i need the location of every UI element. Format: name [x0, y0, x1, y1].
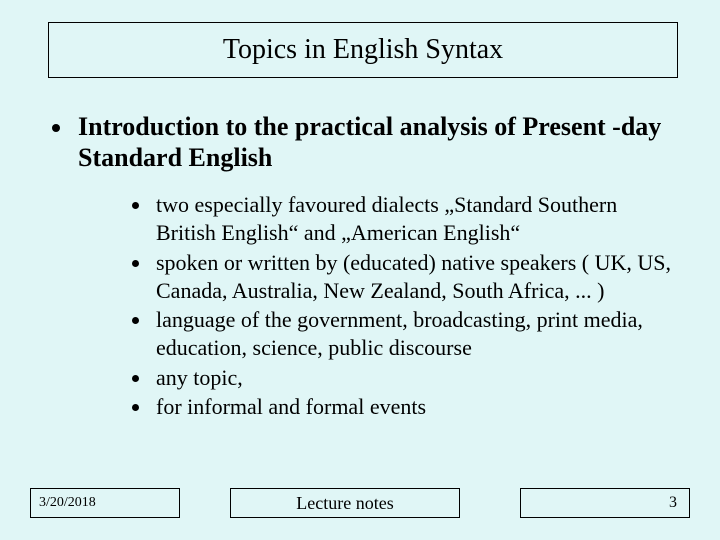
footer-page: 3 — [669, 494, 677, 512]
footer-date-box: 3/20/2018 — [30, 488, 180, 518]
footer-center-box: Lecture notes — [230, 488, 460, 518]
sub-bullet: any topic, — [152, 364, 678, 392]
sub-bullet: spoken or written by (educated) native s… — [152, 249, 678, 304]
sub-bullet: two especially favoured dialects „Standa… — [152, 191, 678, 246]
footer-center: Lecture notes — [296, 493, 393, 514]
title-container: Topics in English Syntax — [48, 22, 678, 78]
sub-bullet: for informal and formal events — [152, 393, 678, 421]
main-bullet-text: Introduction to the practical analysis o… — [78, 112, 661, 172]
footer-page-box: 3 — [520, 488, 690, 518]
slide-title: Topics in English Syntax — [223, 34, 503, 66]
footer-date: 3/20/2018 — [39, 495, 96, 511]
sub-list: two especially favoured dialects „Standa… — [78, 191, 678, 421]
main-list: Introduction to the practical analysis o… — [48, 112, 678, 421]
main-bullet: Introduction to the practical analysis o… — [74, 112, 678, 421]
sub-bullet: language of the government, broadcasting… — [152, 306, 678, 361]
content-area: Introduction to the practical analysis o… — [48, 112, 678, 423]
